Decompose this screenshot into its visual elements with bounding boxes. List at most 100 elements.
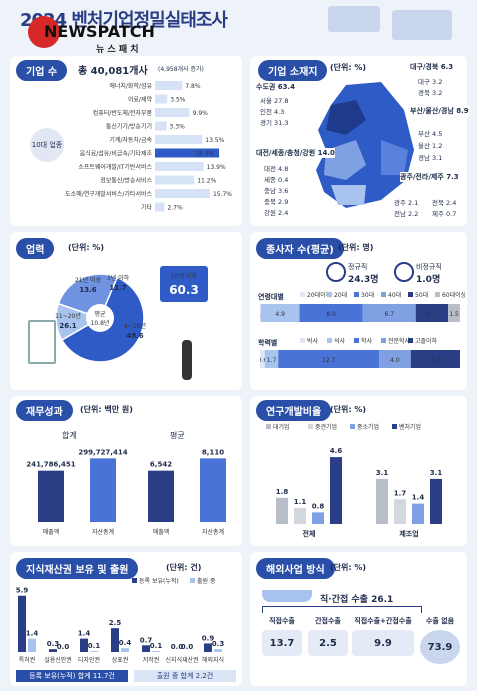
rnd-category: 제조업: [399, 529, 418, 538]
pie-slice-label: 4~10년: [124, 322, 146, 330]
ip-value: 0.0: [57, 643, 70, 651]
region-label: 대구 3.2: [418, 78, 443, 86]
stack-value: 4.9: [275, 311, 285, 318]
ip-value: 5.9: [16, 587, 29, 595]
pie-slice-value: 26.1: [59, 322, 76, 330]
pie-callout-value: 60.3: [169, 283, 199, 297]
legend-swatch: [300, 292, 305, 297]
legend-label: 벤처기업: [399, 423, 421, 431]
ip-bar: [49, 649, 57, 652]
ip-value: 0.3: [47, 640, 60, 648]
ip-category: 실용신안권: [44, 656, 72, 664]
rnd-unit: (단위: %): [330, 405, 367, 414]
edu-label: 학력별: [258, 339, 278, 347]
overseas-value: 73.9: [420, 630, 460, 664]
ip-value: 0.1: [88, 642, 101, 650]
ip-bar: [214, 649, 222, 652]
industry-value: 15.7%: [213, 191, 232, 198]
region-label: 충북 2.9: [264, 198, 289, 206]
nonregular-label: 비정규직: [416, 263, 442, 271]
header: 2024 벤처기업정밀실태조사 NEWSPATCH 뉴 스 패 치: [0, 0, 477, 58]
legend-label: 출원 중: [197, 577, 216, 585]
legend-swatch: [300, 338, 305, 343]
stack-value: 1.7: [267, 357, 277, 364]
region-label: 전남 2.2: [394, 210, 419, 218]
industry-bar: [155, 121, 167, 131]
stack-segment: [260, 350, 265, 368]
legend-swatch: [327, 338, 332, 343]
region-label: 광주/전라/제주 7.3: [400, 172, 459, 182]
industry-chart: 에너지/화학/섬유 7.8% 의료/제약 3.5% 컴퓨터/반도체/전자부품 9.9% 통신…: [65, 81, 232, 212]
industry-value: 13.5%: [205, 137, 224, 144]
industry-label: 기계/자동차/금속: [109, 136, 152, 144]
region-label: 제주 0.7: [432, 210, 457, 218]
finance-unit: (단위: 백만 원): [80, 405, 133, 414]
pie-slice-value: 48.6: [126, 332, 143, 340]
region-label: 대전 4.8: [264, 165, 289, 173]
finance-category: 매출액: [43, 528, 60, 536]
finance-value: 8,110: [202, 448, 224, 456]
industry-badge: 10대 업종: [30, 128, 64, 162]
pie-center-label: 평균: [94, 310, 106, 318]
rnd-value: 3.1: [430, 469, 443, 477]
pie-slice-label: 21년 이상: [75, 276, 102, 284]
overseas-unit: (단위: %): [330, 563, 367, 572]
legend-label: 석사: [334, 337, 346, 345]
ip-bar: [204, 643, 212, 652]
region-label: 부산 4.5: [418, 130, 443, 138]
region-label: 경남 3.1: [418, 154, 443, 162]
industry-label: 정보통신/방송서비스: [100, 177, 152, 185]
industry-bar: [155, 94, 168, 104]
stack-segment: [264, 350, 279, 368]
nonregular-value: 1.0명: [416, 275, 441, 285]
region-label: 전북 2.4: [432, 199, 457, 207]
rnd-bar: [312, 512, 324, 524]
region-label: 서울 27.8: [260, 97, 289, 105]
location-pill: 기업 소재지: [258, 60, 328, 81]
industry-label: 도소매/연구개발서비스/기타서비스: [65, 190, 152, 198]
rnd-bar: [294, 508, 306, 524]
ip-category: 저작권: [143, 656, 160, 664]
rnd-value: 4.6: [330, 447, 343, 455]
legend-label: 20대이하: [307, 291, 332, 299]
overseas-pill: 해외사업 방식: [256, 558, 335, 579]
industry-label: 음식료/섬유/비금속/기타제조: [80, 150, 153, 158]
industry-bar: [155, 189, 210, 198]
logo-icon: [28, 16, 60, 48]
ip-category: 상표권: [112, 656, 129, 664]
legend-label: 중소기업: [357, 423, 379, 431]
legend-label: 60대이상: [442, 291, 465, 299]
legend-label: 20대: [334, 291, 347, 299]
legend-label: 고졸이하: [415, 337, 438, 345]
ip-footer-left: 등록 보유(누적) 합계 11.7건: [16, 670, 128, 682]
industry-label: 소프트웨어개발/IT기반서비스: [78, 163, 152, 171]
industry-value: 3.5%: [170, 97, 186, 104]
legend-swatch: [435, 292, 440, 297]
stack-segment: [410, 350, 460, 368]
business-unit: (단위: %): [68, 243, 105, 252]
pie-slice-value: 13.6: [79, 286, 96, 294]
legend-swatch: [354, 338, 359, 343]
legend-swatch: [354, 292, 359, 297]
region-label: 대구/경북 6.3: [410, 62, 454, 72]
logo-text: NEWSPATCH: [44, 22, 155, 41]
region-label: 세종 0.4: [264, 176, 289, 184]
legend-label: 등록 보유(누적): [139, 578, 179, 585]
stack-segment: [260, 304, 300, 322]
industry-bar: [155, 148, 220, 158]
ip-bar: [142, 645, 150, 652]
finance-category: 자산총계: [92, 528, 114, 536]
legend-label: 대기업: [273, 423, 290, 431]
finance-bar: [148, 470, 174, 522]
pie-slice-label: 11~20년: [55, 312, 81, 320]
stack-segment: [379, 350, 411, 368]
presenter-icon: [28, 320, 56, 364]
pie-callout: [160, 266, 208, 302]
industry-bar: [155, 135, 203, 144]
ship-icon: [262, 590, 312, 602]
legend-label: 박사: [307, 337, 319, 345]
stack-value: 0.6: [260, 357, 267, 364]
ip-value: 0.4: [119, 639, 132, 647]
legend-swatch: [190, 578, 195, 583]
ip-pill: 지식재산권 보유 및 출원: [16, 558, 139, 579]
